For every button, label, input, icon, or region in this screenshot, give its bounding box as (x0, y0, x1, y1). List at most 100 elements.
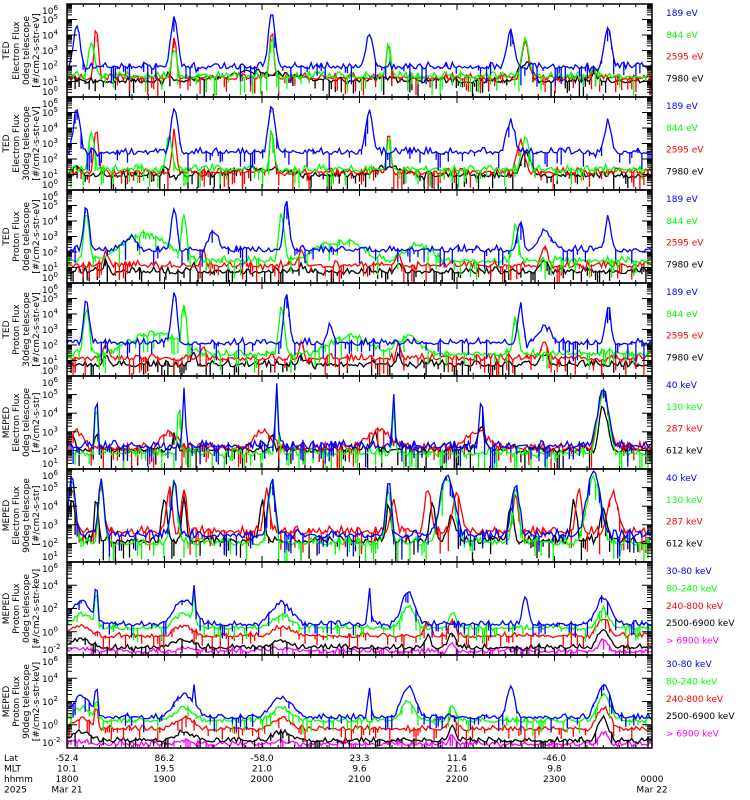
y-tick-exponent: 2 (53, 695, 57, 703)
series-5-1 (67, 405, 652, 469)
legend-entry: > 6900 keV (666, 637, 720, 647)
y-tick-exponent: 2 (53, 339, 57, 347)
series-3-2 (67, 244, 652, 283)
x-annotation-mlt: 9.8 (547, 765, 562, 775)
y-tick-base: 10 (42, 658, 54, 668)
x-annotation-lat: -46.0 (543, 754, 567, 764)
y-tick-exponent: 1 (53, 550, 57, 558)
y-tick-exponent: 2 (53, 153, 57, 161)
legend-entry: 287 keV (666, 425, 703, 435)
legend-entry: 2595 eV (666, 53, 704, 63)
y-tick-label: 106 (42, 469, 58, 482)
y-tick-base: 10 (42, 286, 54, 296)
legend-entry: 844 eV (666, 31, 699, 41)
y-tick-exponent: 6 (53, 97, 58, 105)
x-annotation-hhmm: 2300 (543, 775, 566, 785)
y-tick-label: 102 (42, 537, 58, 550)
series-8-3 (67, 705, 652, 744)
y-tick-exponent: 5 (53, 481, 57, 489)
x-annotation-hhmm: 2200 (446, 775, 469, 785)
y-tick-base: 10 (42, 342, 54, 352)
y-tick-exponent: 5 (53, 13, 57, 21)
legend-entry: 80-240 keV (666, 677, 718, 687)
x-annotation-hhmm: 2100 (348, 775, 371, 785)
legend-entry: 612 keV (666, 446, 703, 456)
y-tick-exponent: 3 (53, 518, 57, 526)
y-axis-label-line: [#/cm2-s-str-keV] (32, 569, 42, 648)
y-tick-exponent: 6 (53, 4, 58, 12)
legend-entry: 40 keV (666, 381, 698, 391)
y-tick-label: 104 (42, 500, 58, 513)
series-7-5 (67, 585, 652, 639)
y-tick-base: 10 (42, 739, 54, 749)
y-axis-label-line: Electron Flux (12, 486, 22, 545)
y-tick-label: 101 (42, 550, 58, 563)
y-tick-base: 10 (42, 295, 54, 305)
y-tick-exponent: 0 (53, 718, 57, 726)
x-annotation-row-label: 2025 (4, 786, 27, 796)
legend-entry: 40 keV (666, 474, 698, 484)
legend-entry: 844 eV (666, 217, 699, 227)
y-axis-label-line: Electron Flux (12, 393, 22, 452)
y-tick-exponent: 4 (53, 122, 58, 130)
y-axis-label-line: [#/cm2-s-str-eV] (32, 199, 42, 274)
y-tick-base: 10 (42, 311, 54, 321)
y-tick-base: 10 (42, 233, 54, 243)
y-tick-label: 106 (42, 97, 58, 110)
y-tick-label: 103 (42, 425, 58, 438)
y-tick-label: 103 (42, 44, 58, 57)
y-tick-base: 10 (42, 249, 54, 259)
y-tick-exponent: 0 (53, 178, 57, 186)
y-axis-label-line: [#/cm2-s-str-eV] (32, 13, 42, 88)
y-tick-base: 10 (42, 88, 54, 98)
x-annotation-row-label: Lat (4, 754, 19, 764)
y-tick-exponent: 1 (53, 261, 57, 269)
y-tick-base: 10 (42, 428, 54, 438)
y-tick-label: 10-2 (42, 736, 60, 749)
y-tick-base: 10 (42, 78, 54, 88)
y-tick-exponent: 4 (53, 579, 58, 587)
y-tick-label: 101 (42, 168, 58, 181)
y-tick-exponent: 0 (53, 85, 57, 93)
y-tick-exponent: -2 (53, 643, 60, 651)
y-axis-label-line: 0deg telescope (22, 202, 32, 272)
y-tick-exponent: 2 (53, 537, 57, 545)
y-tick-label: 102 (42, 444, 58, 457)
series-1-1 (67, 60, 652, 97)
y-tick-base: 10 (42, 379, 54, 389)
y-axis-label-line: Electron Flux (12, 21, 22, 80)
y-tick-label: 104 (42, 579, 58, 592)
y-tick-label: 104 (42, 308, 58, 321)
y-tick-label: 106 (42, 4, 58, 17)
y-tick-exponent: 6 (53, 469, 58, 477)
legend-entry: 7980 eV (666, 167, 704, 177)
series-7-2 (67, 628, 652, 655)
y-tick-label: 105 (42, 292, 58, 305)
y-tick-base: 10 (42, 156, 54, 166)
y-tick-label: 100 (42, 85, 58, 98)
y-axis-label-line: 0deg telescope (22, 574, 32, 644)
y-tick-label: 102 (42, 339, 58, 352)
y-axis-label-line: MEPED (2, 500, 12, 532)
x-annotation-mlt: 9.6 (352, 765, 367, 775)
series-5-4 (67, 383, 652, 469)
y-tick-label: 102 (42, 153, 58, 166)
y-tick-base: 10 (42, 218, 54, 228)
y-tick-exponent: 3 (53, 425, 57, 433)
y-tick-label: 102 (42, 602, 58, 615)
y-tick-exponent: -2 (53, 736, 60, 744)
y-tick-label: 103 (42, 323, 58, 336)
y-tick-exponent: 5 (53, 292, 57, 300)
legend-entry: 7980 eV (666, 353, 704, 363)
series-7-3 (67, 617, 652, 650)
y-tick-label: 105 (42, 13, 58, 26)
y-tick-base: 10 (42, 472, 54, 482)
y-tick-base: 10 (42, 16, 54, 26)
x-annotation-date: Mar 22 (636, 786, 667, 796)
y-tick-base: 10 (42, 391, 54, 401)
series-7-1 (67, 638, 652, 655)
